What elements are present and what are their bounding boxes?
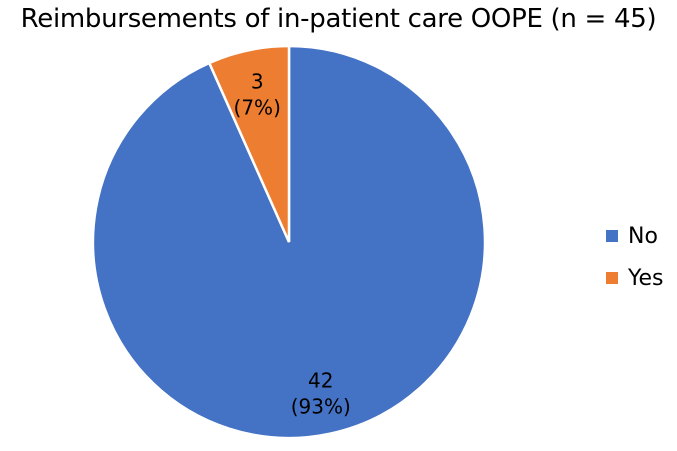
data-label-value-no: 42	[308, 369, 333, 393]
pie-slice-yes	[207, 44, 291, 243]
legend-swatch-yes	[606, 272, 618, 284]
chart-title: Reimbursements of in-patient care OOPE (…	[20, 4, 657, 34]
legend-item-no: No	[606, 222, 664, 250]
pie-slices	[91, 44, 487, 440]
legend: No Yes	[606, 222, 664, 306]
legend-label-no: No	[628, 223, 658, 249]
data-label-percent-yes: (7%)	[234, 95, 281, 119]
pie-labels: 42(93%) 3(7%)	[234, 69, 351, 418]
legend-item-yes: Yes	[606, 264, 664, 292]
legend-swatch-no	[606, 230, 618, 242]
legend-label-yes: Yes	[628, 265, 664, 291]
data-label-value-yes: 3	[251, 69, 264, 93]
data-label-percent-no: (93%)	[291, 395, 351, 419]
